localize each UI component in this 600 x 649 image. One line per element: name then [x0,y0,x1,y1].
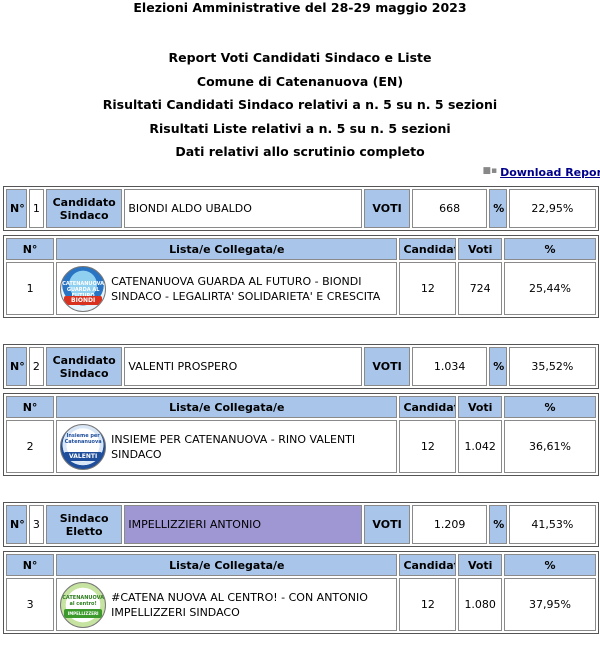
candidate-votes: 1.209 [411,505,488,544]
candidate-name: BIONDI ALDO UBALDO [124,189,363,228]
lists-table: N° Lista/e Collegata/e Candidati Voti % … [3,551,599,634]
list-votes: 1.042 [458,420,503,473]
candidate-percent: 41,53% [508,505,596,544]
list-number: 3 [6,578,55,631]
list-logo-band: BIONDI [64,295,103,305]
candidate-pct-label: % [489,505,507,544]
list-name: CATENANUOVA GUARDA AL FUTURO - BIONDI SI… [111,274,381,303]
list-name-header: Lista/e Collegata/e [56,238,398,260]
list-name-header: Lista/e Collegata/e [56,554,398,576]
candidate-percent: 22,95% [508,189,596,228]
candidate-percent: 35,52% [508,347,596,386]
list-percent: 25,44% [504,262,596,315]
list-cell: CATENANUOVA al centro! IMPELLIZZERI #CAT… [56,578,398,631]
candidate-role: Candidato Sindaco [45,347,123,386]
table-row: 3 CATENANUOVA al centro! IMPELLIZZERI #C… [6,578,596,631]
candidate-n-label: N° [6,505,27,544]
list-candidates-count: 12 [399,578,457,631]
report-title: Report Voti Candidati Sindaco e Liste [168,50,432,65]
candidate-votes: 668 [411,189,488,228]
list-percent: 36,61% [504,420,596,473]
table-row: 2 Insieme per Catenanuova VALENTI INSIEM… [6,420,596,473]
lists-table: N° Lista/e Collegata/e Candidati Voti % … [3,393,599,476]
candidate-table: N° 2 Candidato Sindaco VALENTI PROSPERO … [3,344,599,389]
candidate-table: N° 3 Sindaco Eletto IMPELLIZZIERI ANTONI… [3,502,599,547]
list-name: #CATENA NUOVA AL CENTRO! - CON ANTONIO I… [111,590,368,619]
list-pct-header: % [504,396,596,418]
candidate-votes: 1.034 [411,347,488,386]
list-logo: CATENANUOVA GUARDA AL FUTURO BIONDI [60,265,107,312]
list-percent: 37,95% [504,578,596,631]
list-name-header: Lista/e Collegata/e [56,396,398,418]
list-pct-header: % [504,554,596,576]
elected-candidate-name: IMPELLIZZIERI ANTONIO [124,505,363,544]
candidate-number: 3 [28,505,44,544]
list-name: INSIEME PER CATENANUOVA - RINO VALENTI S… [111,432,356,461]
candidate-table: N° 1 Candidato Sindaco BIONDI ALDO UBALD… [3,186,599,231]
list-votes-header: Voti [458,238,503,260]
page-title: Elezioni Amministrative del 28-29 maggio… [133,0,467,15]
report-header: Report Voti Candidati Sindaco e Liste Co… [0,46,600,164]
list-n-header: N° [6,238,55,260]
list-votes-header: Voti [458,396,503,418]
candidate-role: Sindaco Eletto [45,505,123,544]
download-report: ■▪ Download Repor [482,166,600,179]
candidate-votes-label: VOTI [364,189,410,228]
candidate-number: 2 [28,347,44,386]
candidate-pct-label: % [489,347,507,386]
candidate-pct-label: % [489,189,507,228]
list-number: 2 [6,420,55,473]
list-votes-header: Voti [458,554,503,576]
list-cell: Insieme per Catenanuova VALENTI INSIEME … [56,420,398,473]
candidate-name: VALENTI PROSPERO [124,347,363,386]
candidate-block-1: N° 1 Candidato Sindaco BIONDI ALDO UBALD… [3,186,599,318]
list-logo-text: Insieme per Catenanuova [64,432,102,445]
list-logo: Insieme per Catenanuova VALENTI [60,423,107,470]
scrutiny-status: Dati relativi allo scrutinio completo [175,144,425,159]
list-votes: 724 [458,262,503,315]
list-logo-band: IMPELLIZZERI [64,608,103,618]
list-n-header: N° [6,554,55,576]
list-candidates-count: 12 [399,420,457,473]
list-candidates-count: 12 [399,262,457,315]
list-pct-header: % [504,238,596,260]
list-logo: CATENANUOVA al centro! IMPELLIZZERI [60,581,107,628]
candidate-n-label: N° [6,189,27,228]
table-row: 1 CATENANUOVA GUARDA AL FUTURO BIONDI CA… [6,262,596,315]
mayor-sections-info: Risultati Candidati Sindaco relativi a n… [102,97,498,112]
list-cell: CATENANUOVA GUARDA AL FUTURO BIONDI CATE… [56,262,398,315]
list-candidates-header: Candidati [399,238,457,260]
list-candidates-header: Candidati [399,554,457,576]
candidate-votes-label: VOTI [364,505,410,544]
candidate-votes-label: VOTI [364,347,410,386]
list-logo-text: CATENANUOVA al centro! [62,594,105,607]
list-logo-band: VALENTI [64,451,103,461]
municipality: Comune di Catenanuova (EN) [196,73,404,89]
candidate-number: 1 [28,189,44,228]
download-report-link[interactable]: Download Repor [500,166,600,179]
download-icon: ■▪ [482,166,498,176]
list-candidates-header: Candidati [399,396,457,418]
candidate-block-2: N° 2 Candidato Sindaco VALENTI PROSPERO … [3,344,599,476]
candidate-n-label: N° [6,347,27,386]
candidate-block-3: N° 3 Sindaco Eletto IMPELLIZZIERI ANTONI… [3,502,599,634]
list-n-header: N° [6,396,55,418]
lists-table: N° Lista/e Collegata/e Candidati Voti % … [3,235,599,318]
candidate-role: Candidato Sindaco [45,189,123,228]
list-votes: 1.080 [458,578,503,631]
list-sections-info: Risultati Liste relativi a n. 5 su n. 5 … [149,120,451,136]
list-number: 1 [6,262,55,315]
